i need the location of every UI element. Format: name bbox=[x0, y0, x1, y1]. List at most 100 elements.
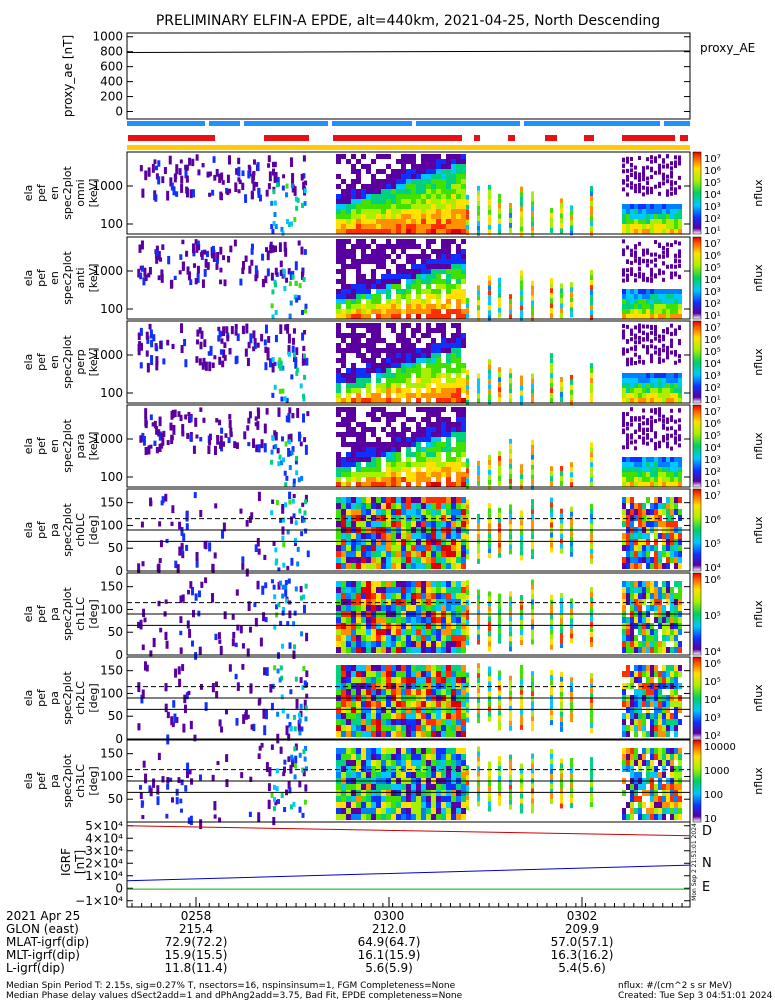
heatmap-cell bbox=[634, 333, 637, 338]
heatmap-cell bbox=[451, 169, 456, 174]
heatmap-cell bbox=[411, 269, 416, 274]
heatmap-cell bbox=[351, 184, 356, 189]
heatmap-cell bbox=[356, 209, 361, 214]
heatmap-cell bbox=[416, 407, 421, 412]
heatmap-cell bbox=[386, 299, 391, 304]
heatmap-cell bbox=[488, 184, 491, 190]
heatmap-cell bbox=[666, 617, 670, 623]
heatmap-cell bbox=[277, 360, 281, 366]
heatmap-cell bbox=[147, 167, 151, 177]
heatmap-cell bbox=[421, 472, 426, 477]
heatmap-cell bbox=[341, 683, 346, 689]
heatmap-cell bbox=[638, 289, 642, 294]
heatmap-cell bbox=[456, 593, 461, 599]
heatmap-cell bbox=[351, 515, 356, 521]
heatmap-cell bbox=[401, 353, 406, 358]
heatmap-cell bbox=[161, 176, 165, 184]
heatmap-cell bbox=[477, 533, 480, 539]
heatmap-cell bbox=[282, 269, 286, 275]
heatmap-cell bbox=[436, 629, 441, 635]
heatmap-cell bbox=[356, 563, 361, 569]
heatmap-cell bbox=[421, 407, 426, 412]
heatmap-cell bbox=[366, 539, 371, 545]
heatmap-cell bbox=[356, 219, 361, 224]
heatmap-cell bbox=[421, 477, 426, 482]
heatmap-cell bbox=[436, 259, 441, 264]
heatmap-cell bbox=[341, 249, 346, 254]
heatmap-cell bbox=[401, 249, 406, 254]
heatmap-cell bbox=[451, 348, 456, 353]
heatmap-cell bbox=[181, 239, 185, 245]
heatmap-cell bbox=[431, 581, 436, 587]
heatmap-cell bbox=[477, 315, 480, 321]
heatmap-cell bbox=[366, 299, 371, 304]
heatmap-cell bbox=[550, 481, 553, 487]
fgm-zone-bar bbox=[128, 135, 215, 141]
heatmap-cell bbox=[622, 545, 626, 551]
heatmap-cell bbox=[456, 442, 461, 447]
heatmap-cell bbox=[658, 356, 661, 361]
heatmap-cell bbox=[386, 368, 391, 373]
heatmap-cell bbox=[376, 467, 381, 472]
heatmap-cell bbox=[341, 665, 346, 671]
heatmap-cell bbox=[376, 333, 381, 338]
heatmap-cell bbox=[446, 154, 451, 159]
heatmap-cell bbox=[421, 154, 426, 159]
heatmap-cell bbox=[674, 264, 677, 269]
heatmap-cell bbox=[446, 269, 451, 274]
heatmap-cell bbox=[666, 467, 670, 472]
heatmap-cell bbox=[477, 475, 480, 481]
heatmap-cell bbox=[634, 294, 638, 299]
heatmap-cell bbox=[461, 214, 466, 219]
heatmap-cell bbox=[650, 353, 653, 358]
heatmap-cell bbox=[531, 634, 534, 640]
heatmap-cell bbox=[570, 477, 573, 483]
heatmap-cell bbox=[488, 454, 491, 460]
heatmap-cell bbox=[477, 305, 480, 311]
heatmap-cell bbox=[421, 159, 426, 164]
heatmap-cell bbox=[638, 599, 642, 605]
heatmap-cell bbox=[560, 387, 563, 393]
heatmap-cell bbox=[436, 269, 441, 274]
heatmap-cell bbox=[642, 388, 646, 393]
heatmap-cell bbox=[634, 325, 637, 330]
heatmap-cell bbox=[371, 647, 376, 653]
heatmap-cell bbox=[361, 388, 366, 393]
heatmap-cell bbox=[531, 609, 534, 615]
heatmap-cell bbox=[376, 482, 381, 487]
heatmap-cell bbox=[670, 299, 674, 304]
heatmap-cell bbox=[466, 369, 469, 375]
heatmap-cell bbox=[456, 174, 461, 179]
heatmap-cell bbox=[286, 621, 290, 627]
heatmap-cell bbox=[301, 684, 305, 690]
heatmap-cell bbox=[303, 374, 307, 380]
heatmap-cell bbox=[259, 637, 263, 647]
heatmap-cell bbox=[441, 593, 446, 599]
heatmap-cell bbox=[638, 340, 641, 345]
heatmap-cell bbox=[336, 254, 341, 259]
heatmap-cell bbox=[356, 224, 361, 229]
heatmap-cell bbox=[376, 393, 381, 398]
heatmap-cell bbox=[674, 629, 678, 635]
heatmap-cell bbox=[286, 565, 290, 571]
heatmap-cell bbox=[336, 204, 341, 209]
heatmap-cell bbox=[260, 333, 264, 342]
fgm-zone-bar bbox=[264, 135, 309, 141]
heatmap-cell bbox=[662, 438, 665, 443]
heatmap-cell bbox=[461, 239, 466, 244]
heatmap-cell bbox=[346, 509, 351, 515]
heatmap-cell bbox=[670, 344, 673, 349]
heatmap-cell bbox=[416, 477, 421, 482]
heatmap-cell bbox=[401, 635, 406, 641]
heatmap-cell bbox=[456, 462, 461, 467]
heatmap-cell bbox=[456, 164, 461, 169]
heatmap-cell bbox=[570, 638, 573, 644]
heatmap-cell bbox=[336, 629, 341, 635]
heatmap-cell bbox=[666, 378, 670, 383]
heatmap-cell bbox=[302, 155, 306, 162]
heatmap-cell bbox=[291, 446, 295, 453]
heatmap-cell bbox=[638, 182, 641, 187]
heatmap-cell bbox=[421, 264, 426, 269]
heatmap-cell bbox=[401, 593, 406, 599]
heatmap-cell bbox=[634, 250, 637, 255]
